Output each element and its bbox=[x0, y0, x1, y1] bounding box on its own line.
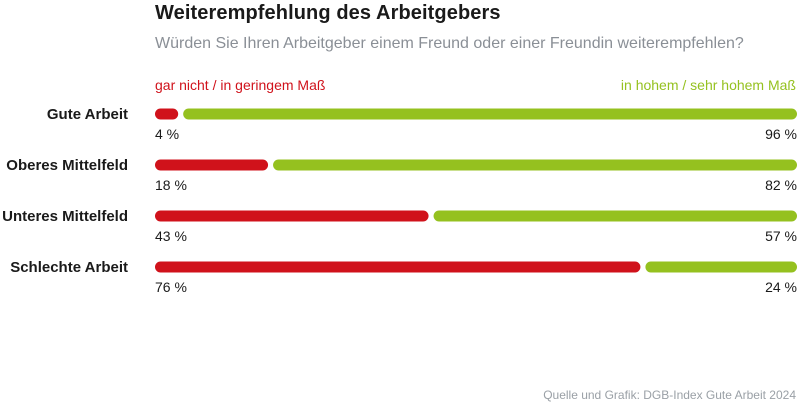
legend-positive: in hohem / sehr hohem Maß bbox=[620, 77, 796, 93]
chart-title: Weiterempfehlung des Arbeitgebers bbox=[155, 2, 501, 24]
chart-subtitle: Würden Sie Ihren Arbeitgeber einem Freun… bbox=[155, 35, 744, 52]
value-label-negative: 18 % bbox=[155, 177, 187, 193]
value-label-positive: 24 % bbox=[765, 279, 797, 295]
bar-negative bbox=[155, 261, 641, 273]
value-label-positive: 96 % bbox=[765, 126, 797, 142]
source-note: Quelle und Grafik: DGB-Index Gute Arbeit… bbox=[543, 388, 796, 402]
bar-negative bbox=[155, 108, 179, 120]
category-label: Unteres Mittelfeld bbox=[2, 208, 128, 225]
bar-positive bbox=[433, 210, 797, 222]
value-label-negative: 76 % bbox=[155, 279, 187, 295]
value-label-positive: 57 % bbox=[765, 228, 797, 244]
legend-negative: gar nicht / in geringem Maß bbox=[155, 77, 326, 93]
value-label-positive: 82 % bbox=[765, 177, 797, 193]
bar-positive bbox=[273, 159, 797, 171]
value-label-negative: 43 % bbox=[155, 228, 187, 244]
bar-positive bbox=[183, 108, 797, 120]
bar-positive bbox=[645, 261, 797, 273]
value-label-negative: 4 % bbox=[155, 126, 179, 142]
bar-negative bbox=[155, 159, 269, 171]
category-label: Oberes Mittelfeld bbox=[6, 157, 128, 174]
bar-negative bbox=[155, 210, 429, 222]
category-label: Gute Arbeit bbox=[47, 106, 128, 123]
category-label: Schlechte Arbeit bbox=[10, 259, 128, 276]
